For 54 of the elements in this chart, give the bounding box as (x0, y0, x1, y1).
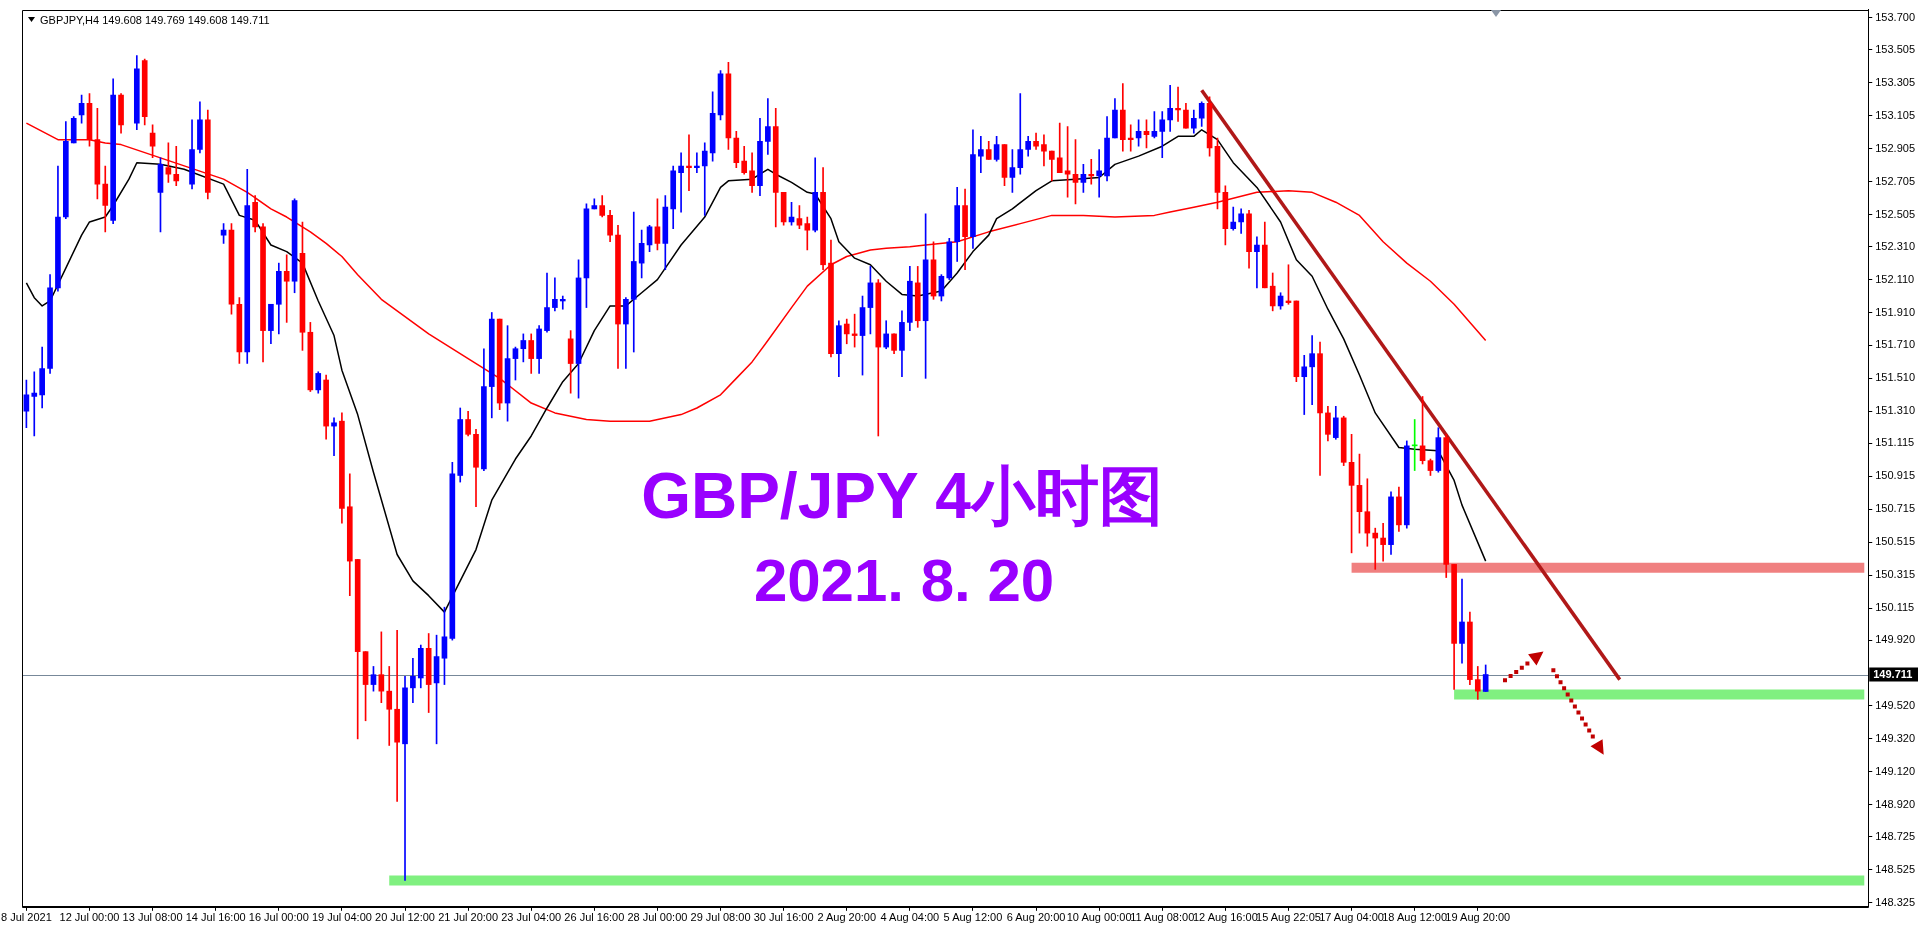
x-tick-label: 15 Aug 22:05 (1256, 911, 1321, 924)
y-tick-label: 153.105 (1875, 108, 1915, 121)
y-tick-label: 149.520 (1875, 698, 1915, 711)
x-tick-label: 18 Aug 12:00 (1382, 911, 1448, 924)
x-tick-label: 16 Jul 00:00 (248, 911, 309, 924)
x-tick-label: 23 Jul 04:00 (501, 911, 562, 924)
x-tick-label: 29 Jul 08:00 (690, 911, 751, 924)
x-tick-label: 19 Aug 20:00 (1445, 911, 1511, 924)
y-tick-label: 152.905 (1875, 141, 1915, 154)
x-tick-label: 12 Jul 00:00 (59, 911, 120, 924)
y-tick-label: 152.110 (1875, 272, 1915, 285)
x-tick-label: 5 Aug 12:00 (943, 911, 1003, 924)
y-tick-label: 151.115 (1875, 436, 1915, 449)
y-tick-label: 149.920 (1875, 633, 1915, 646)
y-tick-label: 148.525 (1875, 862, 1915, 875)
x-tick-label: 8 Jul 2021 (1, 911, 52, 924)
y-tick-label: 153.700 (1875, 10, 1915, 23)
annotation: GBPJPY,H4 149.608 149.769 149.608 149.711 (40, 13, 270, 26)
y-tick-label: 151.510 (1875, 371, 1915, 384)
y-tick-label: 152.310 (1875, 239, 1915, 252)
x-tick-label: 26 Jul 16:00 (564, 911, 625, 924)
y-tick-label: 150.715 (1875, 502, 1915, 515)
text: 2021. 8. 20 (753, 546, 1055, 614)
x-tick-label: 14 Jul 16:00 (185, 911, 246, 924)
y-tick-label: 152.505 (1875, 207, 1915, 220)
y-tick-label: 153.505 (1875, 42, 1915, 55)
y-tick-label: 149.320 (1875, 731, 1915, 744)
x-tick-label: 2 Aug 20:00 (817, 911, 877, 924)
x-tick-label: 6 Aug 20:00 (1006, 911, 1066, 924)
y-tick-label: 152.705 (1875, 174, 1915, 187)
y-tick-label: 150.315 (1875, 568, 1915, 581)
x-tick-label: 17 Aug 04:00 (1319, 911, 1384, 924)
x-tick-label: 13 Jul 08:00 (122, 911, 183, 924)
text: GBP/JPY 4小时图 (641, 459, 1163, 532)
x-tick-label: 19 Jul 04:00 (311, 911, 372, 924)
y-tick-label: 150.115 (1875, 601, 1915, 614)
y-tick-label: 148.920 (1875, 797, 1915, 810)
x-tick-label: 11 Aug 08:00 (1130, 911, 1195, 924)
x-tick-label: 20 Jul 12:00 (375, 911, 435, 924)
y-tick-label: 151.310 (1875, 404, 1915, 417)
x-tick-label: 30 Jul 16:00 (753, 911, 814, 924)
y-tick-label: 149.120 (1875, 764, 1915, 777)
y-tick-label: 148.725 (1875, 829, 1915, 842)
y-tick-label: 151.710 (1875, 338, 1915, 351)
x-tick-label: 21 Jul 20:00 (438, 911, 499, 924)
x-tick-label: 10 Aug 00:00 (1066, 911, 1132, 924)
x-tick-label: 28 Jul 00:00 (627, 911, 688, 924)
y-tick-label: 151.910 (1875, 305, 1915, 318)
ref-line-label: 149.711 (1873, 668, 1913, 681)
x-tick-label: 4 Aug 04:00 (880, 911, 940, 924)
y-tick-label: 153.305 (1875, 75, 1915, 88)
y-tick-label: 148.325 (1875, 895, 1915, 908)
y-tick-label: 150.515 (1875, 535, 1915, 548)
y-tick-label: 150.915 (1875, 469, 1915, 482)
